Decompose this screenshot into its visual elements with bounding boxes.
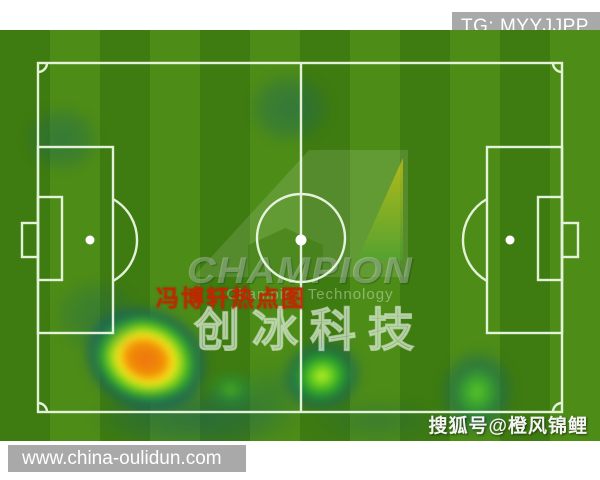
champion-wordmark: CHAMPION xyxy=(186,250,414,291)
pitch-stripe xyxy=(0,30,50,441)
heat-blob xyxy=(22,104,102,174)
pitch-stripe xyxy=(550,30,600,441)
football-pitch: CHAMPION Champion Technology 创冰科技 xyxy=(0,30,600,441)
heat-blob xyxy=(51,276,143,356)
url-watermark-badge: www.china-oulidun.com xyxy=(8,445,246,472)
sohu-credit-watermark: 搜狐号@橙风锦鲤 xyxy=(428,416,588,437)
heat-blob xyxy=(306,395,450,441)
pitch-lines xyxy=(20,61,580,414)
champion-sub-wordmark: Champion Technology xyxy=(226,286,394,303)
heat-blob xyxy=(246,70,334,146)
chuangbing-cn-wordmark: 创冰科技 xyxy=(193,303,426,356)
heatmap-title: 冯博轩热点图 xyxy=(156,285,306,311)
heat-blob xyxy=(88,386,304,441)
heatmap-layer xyxy=(0,30,600,441)
